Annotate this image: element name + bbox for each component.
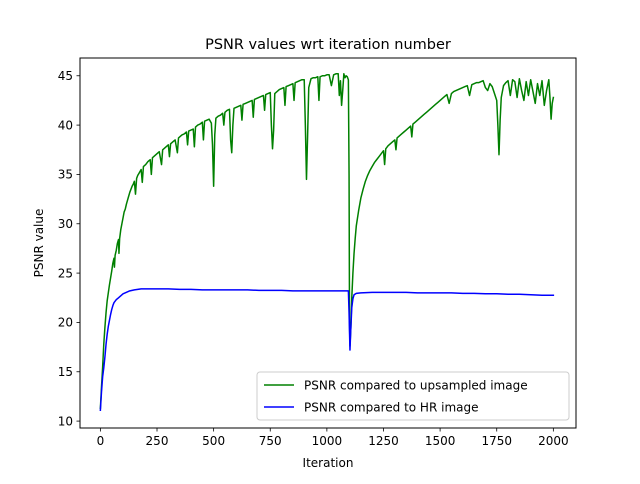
x-tick-label: 0 (97, 434, 105, 448)
x-tick-label: 1250 (368, 434, 399, 448)
legend-box (256, 371, 570, 421)
plot-area (99, 73, 555, 412)
x-tick-label: 1500 (425, 434, 456, 448)
x-tick-label: 250 (146, 434, 169, 448)
axes-frame (79, 57, 577, 429)
series-line-1 (99, 288, 555, 412)
x-tick-label: 750 (259, 434, 282, 448)
chart-title: PSNR values wrt iteration number (205, 37, 451, 53)
axis-ticks: 0 250 500 750 1000 1250 1500 1750 2000 10 15 20 25 30… (58, 69, 569, 448)
x-tick-label: 1000 (312, 434, 343, 448)
x-tick-label: 500 (202, 434, 225, 448)
x-tick-label: 1750 (481, 434, 512, 448)
y-tick-label: 30 (58, 217, 73, 231)
y-tick-label: 10 (58, 414, 73, 428)
y-tick-label: 20 (58, 316, 73, 330)
legend-label-hr: PSNR compared to HR image (304, 401, 478, 415)
legend-label-upsampled: PSNR compared to upsampled image (304, 379, 528, 393)
series-line-0 (99, 73, 555, 410)
y-tick-label: 35 (58, 168, 73, 182)
y-axis-label: PSNR value (32, 209, 46, 278)
x-axis-label: Iteration (303, 456, 354, 470)
legend: PSNR compared to upsampled image PSNR co… (256, 371, 570, 421)
y-tick-label: 25 (58, 266, 73, 280)
y-tick-label: 15 (58, 365, 73, 379)
x-tick-label: 2000 (538, 434, 569, 448)
y-tick-label: 40 (58, 118, 73, 132)
y-tick-label: 45 (58, 69, 73, 83)
